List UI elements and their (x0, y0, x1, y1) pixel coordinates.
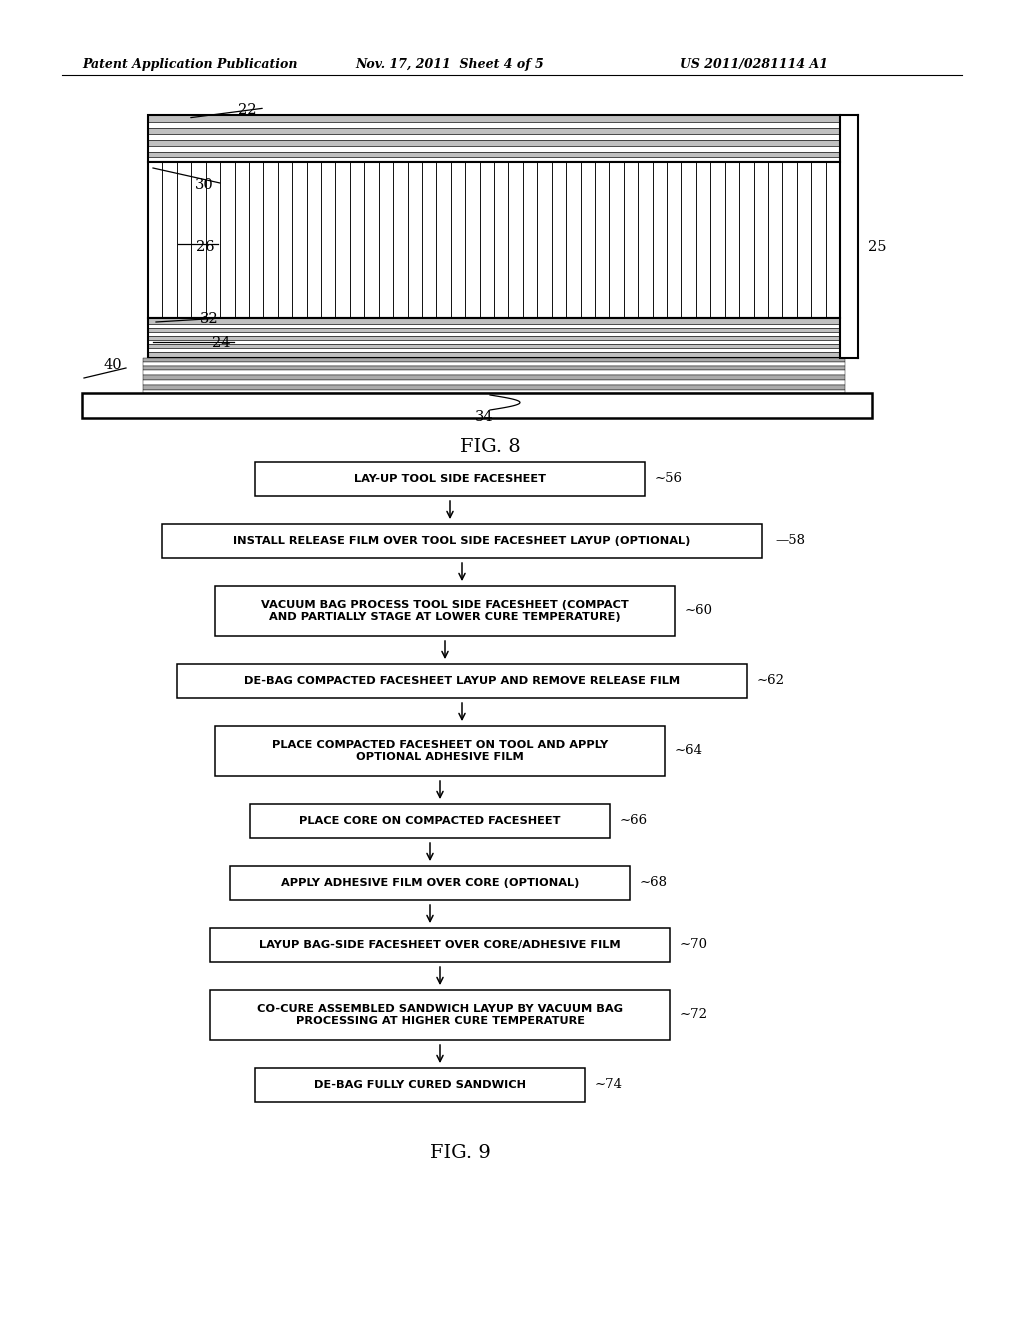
Text: VACUUM BAG PROCESS TOOL SIDE FACESHEET (COMPACT
AND PARTIALLY STAGE AT LOWER CUR: VACUUM BAG PROCESS TOOL SIDE FACESHEET (… (261, 599, 629, 622)
Text: FIG. 9: FIG. 9 (429, 1144, 490, 1162)
Text: LAY-UP TOOL SIDE FACESHEET: LAY-UP TOOL SIDE FACESHEET (354, 474, 546, 484)
Bar (255, 462, 645, 496)
Bar (143, 362, 845, 366)
Text: PLACE COMPACTED FACESHEET ON TOOL AND APPLY
OPTIONAL ADHESIVE FILM: PLACE COMPACTED FACESHEET ON TOOL AND AP… (272, 739, 608, 762)
Bar (162, 524, 762, 558)
Text: FIG. 8: FIG. 8 (460, 438, 520, 455)
Bar (148, 135, 840, 140)
Text: US 2011/0281114 A1: US 2011/0281114 A1 (680, 58, 828, 71)
Bar (148, 323, 840, 327)
Bar (148, 348, 840, 352)
Bar (148, 345, 840, 348)
Bar (143, 358, 845, 362)
Bar (230, 866, 630, 900)
Text: INSTALL RELEASE FILM OVER TOOL SIDE FACESHEET LAYUP (OPTIONAL): INSTALL RELEASE FILM OVER TOOL SIDE FACE… (233, 536, 690, 546)
Bar (143, 385, 845, 389)
Bar (143, 366, 845, 370)
Text: Patent Application Publication: Patent Application Publication (82, 58, 298, 71)
Bar (215, 726, 665, 776)
Bar (82, 393, 872, 418)
Bar (148, 341, 840, 345)
Bar (148, 128, 840, 135)
Text: ∼64: ∼64 (675, 744, 703, 758)
Text: CO-CURE ASSEMBLED SANDWICH LAYUP BY VACUUM BAG
PROCESSING AT HIGHER CURE TEMPERA: CO-CURE ASSEMBLED SANDWICH LAYUP BY VACU… (257, 1003, 623, 1026)
Bar (215, 586, 675, 636)
Bar (210, 990, 670, 1040)
Text: ∼72: ∼72 (680, 1008, 708, 1022)
Bar (148, 337, 840, 341)
Text: ∼60: ∼60 (685, 605, 713, 618)
Text: LAYUP BAG-SIDE FACESHEET OVER CORE/ADHESIVE FILM: LAYUP BAG-SIDE FACESHEET OVER CORE/ADHES… (259, 940, 621, 950)
Text: —58: —58 (775, 535, 805, 548)
Bar (148, 352, 840, 358)
Bar (143, 389, 845, 393)
Bar (148, 318, 840, 323)
Text: ∼74: ∼74 (595, 1078, 623, 1092)
Bar (148, 115, 840, 121)
Text: Nov. 17, 2011  Sheet 4 of 5: Nov. 17, 2011 Sheet 4 of 5 (355, 58, 544, 71)
Bar (250, 804, 610, 838)
Bar (143, 370, 845, 375)
Bar (148, 162, 840, 318)
Text: APPLY ADHESIVE FILM OVER CORE (OPTIONAL): APPLY ADHESIVE FILM OVER CORE (OPTIONAL) (281, 878, 580, 888)
Text: PLACE CORE ON COMPACTED FACESHEET: PLACE CORE ON COMPACTED FACESHEET (299, 816, 561, 826)
Text: ∼66: ∼66 (620, 814, 648, 828)
Text: 22: 22 (238, 103, 256, 117)
Text: ∼56: ∼56 (655, 473, 683, 486)
Text: ∼62: ∼62 (757, 675, 785, 688)
Bar (210, 928, 670, 962)
Bar (148, 162, 840, 318)
Bar (255, 1068, 585, 1102)
Text: 25: 25 (868, 240, 887, 253)
Bar (148, 157, 840, 162)
Text: 24: 24 (212, 337, 230, 350)
Text: 40: 40 (104, 358, 123, 372)
Text: DE-BAG FULLY CURED SANDWICH: DE-BAG FULLY CURED SANDWICH (314, 1080, 526, 1090)
Bar (148, 318, 840, 358)
Text: ∼68: ∼68 (640, 876, 668, 890)
Text: 26: 26 (196, 240, 215, 253)
Text: 34: 34 (475, 411, 494, 424)
Text: 32: 32 (200, 312, 219, 326)
Bar (148, 115, 840, 162)
Text: DE-BAG COMPACTED FACESHEET LAYUP AND REMOVE RELEASE FILM: DE-BAG COMPACTED FACESHEET LAYUP AND REM… (244, 676, 680, 686)
Bar (148, 121, 840, 128)
Bar (148, 152, 840, 157)
Text: 30: 30 (195, 178, 214, 191)
Text: ∼70: ∼70 (680, 939, 708, 952)
Bar (148, 140, 840, 147)
Bar (143, 380, 845, 385)
Bar (148, 327, 840, 333)
Bar (148, 147, 840, 152)
Bar (143, 375, 845, 380)
Bar (177, 664, 746, 698)
Bar (148, 333, 840, 337)
